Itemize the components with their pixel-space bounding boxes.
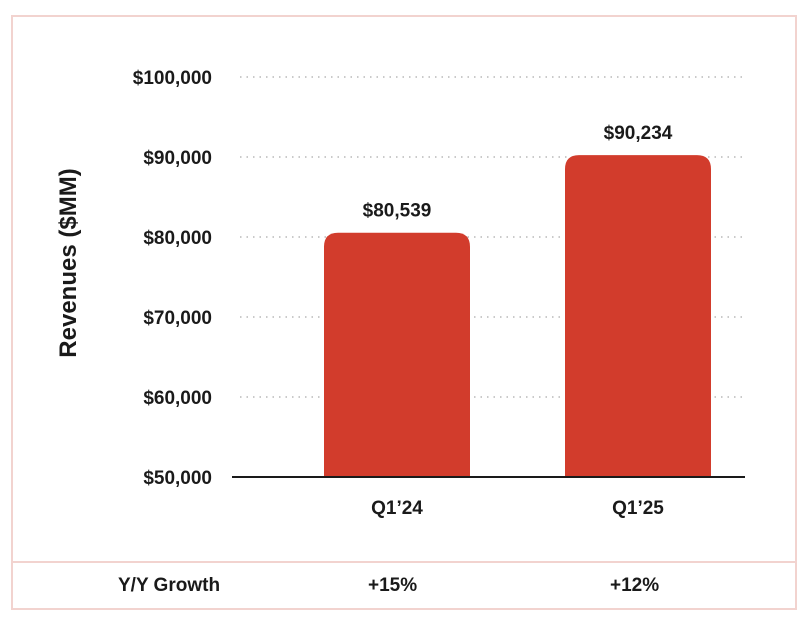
y-axis-ticks: $50,000 $60,000 $70,000 $80,000 $90,000 $100,…: [133, 68, 212, 489]
growth-value-q1-24: +15%: [368, 575, 418, 596]
y-tick-label: $70,000: [143, 308, 212, 329]
y-tick-label: $100,000: [133, 68, 212, 89]
bar-value-label: $90,234: [604, 123, 673, 144]
table-divider: [11, 561, 797, 563]
y-axis-label: Revenues ($MM): [55, 168, 82, 357]
bars: $80,539 Q1’24 $90,234 Q1’25: [324, 123, 711, 519]
chart-frame: [11, 15, 797, 610]
bar-value-label: $80,539: [363, 201, 432, 222]
y-tick-label: $90,000: [143, 148, 212, 169]
y-tick-label: $80,000: [143, 228, 212, 249]
y-tick-label: $60,000: [143, 388, 212, 409]
bar: [324, 232, 470, 477]
x-category-label: Q1’25: [612, 498, 664, 519]
bar: [565, 155, 711, 478]
y-tick-label: $50,000: [143, 468, 212, 489]
growth-row-label: Y/Y Growth: [118, 575, 221, 596]
x-category-label: Q1’24: [371, 498, 423, 519]
growth-value-q1-25: +12%: [610, 575, 660, 596]
